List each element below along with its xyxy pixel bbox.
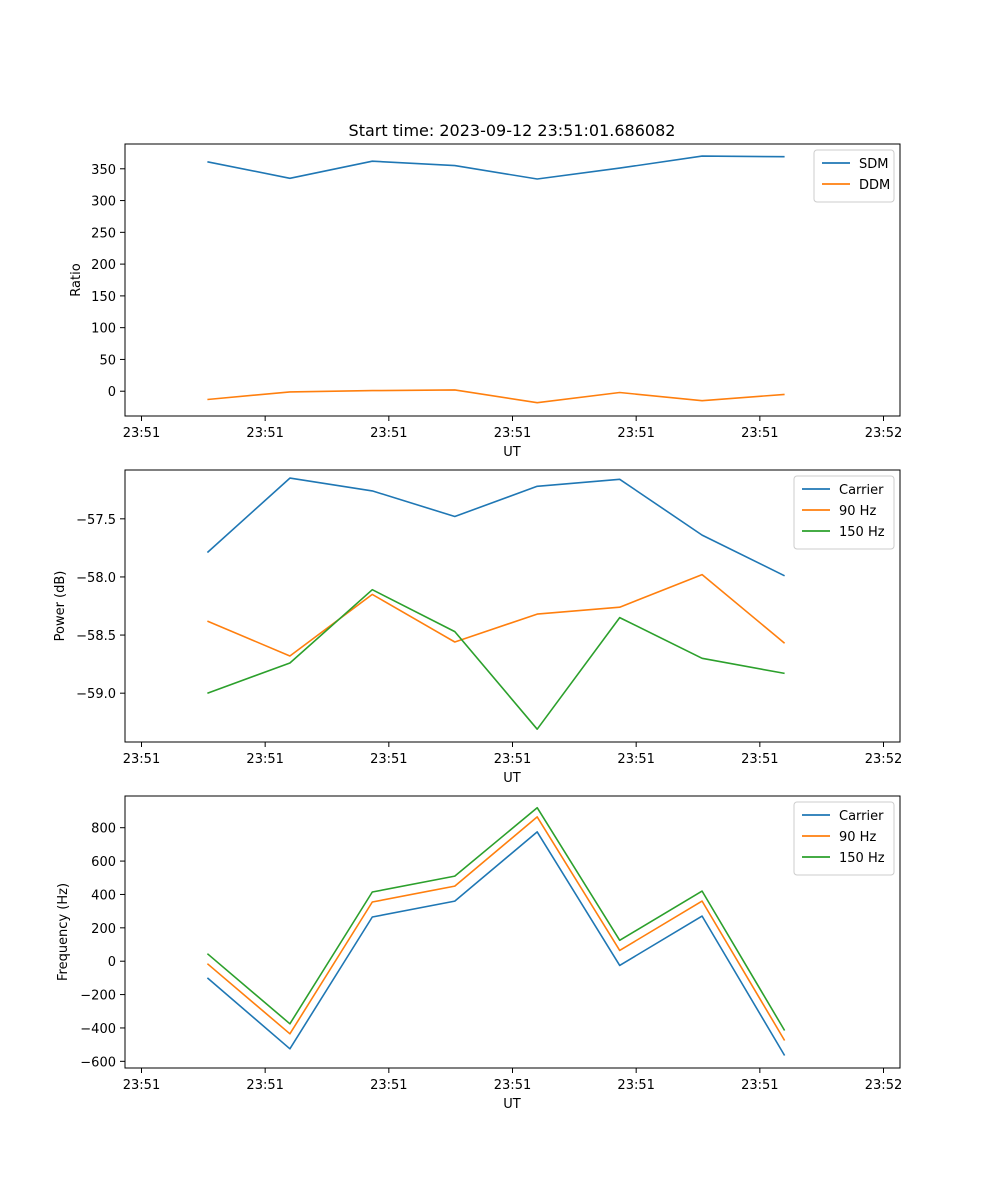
ratio-plot-lines [207, 155, 785, 404]
frequency-axis-ticks: 23:51 23:51 23:51 23:51 23:51 23:51 23:52 −600 −… [80, 822, 902, 1093]
power-panel: 23:51 23:51 23:51 23:51 23:51 23:51 23:52 −59.0… [53, 469, 902, 786]
power-legend-label-2: 150 Hz [839, 525, 885, 540]
frequency-y-tick-label: −600 [80, 1055, 116, 1070]
frequency-x-tick-label: 23:51 [494, 1078, 531, 1093]
frequency-y-tick-label: 800 [91, 822, 116, 837]
ratio-y-tick-label: 150 [91, 290, 116, 305]
frequency-legend: Carrier 90 Hz 150 Hz [793, 801, 895, 876]
frequency-x-tick-label: 23:52 [865, 1078, 902, 1093]
ratio-axis-ticks: 23:51 23:51 23:51 23:51 23:51 23:51 23:52 0 50 10… [91, 163, 902, 441]
power-x-tick-label: 23:51 [494, 752, 531, 767]
ratio-series-line-0 [207, 155, 785, 180]
power-series-line-1 [207, 573, 786, 657]
power-x-tick-label: 23:52 [865, 752, 902, 767]
power-x-tick-label: 23:51 [123, 752, 160, 767]
frequency-y-tick-label: 600 [91, 855, 116, 870]
frequency-y-axis-label: Frequency (Hz) [56, 883, 71, 981]
power-series-line-2 [207, 588, 785, 731]
frequency-y-tick-label: −400 [80, 1022, 116, 1037]
figure-title: Start time: 2023-09-12 23:51:01.686082 [349, 121, 676, 140]
ratio-x-tick-label: 23:51 [741, 426, 778, 441]
power-x-tick-label: 23:51 [370, 752, 407, 767]
ratio-legend-label-1: DDM [859, 178, 890, 193]
ratio-series-line-1 [207, 389, 785, 404]
frequency-x-tick-label: 23:51 [741, 1078, 778, 1093]
frequency-panel: 23:51 23:51 23:51 23:51 23:51 23:51 23:52 −600 −… [56, 795, 902, 1112]
ratio-x-axis-label: UT [503, 445, 521, 460]
power-x-tick-label: 23:51 [741, 752, 778, 767]
power-legend: Carrier 90 Hz 150 Hz [793, 475, 895, 550]
power-x-tick-label: 23:51 [617, 752, 654, 767]
frequency-x-tick-label: 23:51 [617, 1078, 654, 1093]
ratio-y-tick-label: 350 [91, 163, 116, 178]
frequency-legend-label-2: 150 Hz [839, 851, 885, 866]
power-y-tick-label: −57.5 [76, 513, 116, 528]
ratio-panel: 23:51 23:51 23:51 23:51 23:51 23:51 23:52 0 50 10… [69, 143, 902, 460]
frequency-y-tick-label: 200 [91, 922, 116, 937]
power-x-axis-label: UT [503, 771, 521, 786]
frequency-series-line-1 [206, 816, 786, 1041]
power-legend-label-0: Carrier [839, 483, 884, 498]
power-y-tick-label: −59.0 [76, 687, 116, 702]
ratio-y-tick-label: 200 [91, 258, 116, 273]
ratio-x-tick-label: 23:52 [865, 426, 902, 441]
frequency-y-tick-label: 400 [91, 888, 116, 903]
frequency-x-tick-label: 23:51 [246, 1078, 283, 1093]
ratio-y-tick-label: 300 [91, 195, 116, 210]
frequency-x-tick-label: 23:51 [370, 1078, 407, 1093]
frequency-x-tick-label: 23:51 [123, 1078, 160, 1093]
power-y-axis-label: Power (dB) [53, 571, 68, 642]
ratio-y-tick-label: 0 [108, 385, 116, 400]
ratio-y-tick-label: 100 [91, 322, 116, 337]
frequency-series-line-2 [206, 806, 786, 1031]
frequency-y-tick-label: −200 [80, 989, 116, 1004]
power-y-tick-label: −58.0 [76, 571, 116, 586]
ratio-legend-label-0: SDM [859, 157, 888, 172]
ratio-y-axis-label: Ratio [69, 263, 84, 296]
frequency-y-tick-label: 0 [108, 955, 116, 970]
power-y-tick-label: −58.5 [76, 629, 116, 644]
ratio-x-tick-label: 23:51 [494, 426, 531, 441]
ratio-y-tick-label: 50 [99, 353, 116, 368]
frequency-legend-label-1: 90 Hz [839, 830, 876, 845]
power-x-tick-label: 23:51 [246, 752, 283, 767]
frequency-x-axis-label: UT [503, 1097, 521, 1112]
frequency-legend-label-0: Carrier [839, 809, 884, 824]
ratio-x-tick-label: 23:51 [123, 426, 160, 441]
ratio-x-tick-label: 23:51 [246, 426, 283, 441]
power-axis-ticks: 23:51 23:51 23:51 23:51 23:51 23:51 23:52 −59.0… [76, 513, 902, 767]
ratio-x-tick-label: 23:51 [617, 426, 654, 441]
frequency-series-line-0 [206, 831, 786, 1056]
power-series-line-0 [206, 477, 785, 577]
frequency-plot-lines [206, 806, 786, 1056]
power-legend-label-1: 90 Hz [839, 504, 876, 519]
ratio-y-tick-label: 250 [91, 226, 116, 241]
ratio-legend: SDM DDM [813, 149, 895, 203]
ratio-x-tick-label: 23:51 [370, 426, 407, 441]
power-plot-lines [206, 477, 786, 731]
